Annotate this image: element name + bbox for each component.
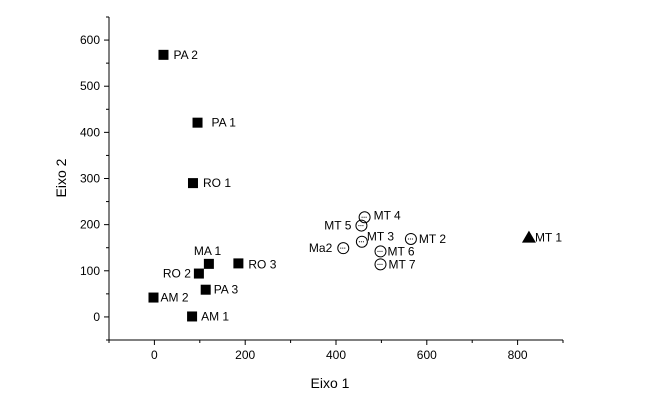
- x-axis-title: Eixo 1: [311, 375, 350, 391]
- square-marker: [193, 268, 204, 279]
- y-tick-label: 400: [80, 125, 100, 139]
- point-label: PA 1: [212, 116, 237, 130]
- point-label: AM 1: [201, 309, 229, 323]
- point-label: MT 1: [535, 231, 562, 245]
- point-label: RO 1: [203, 176, 231, 190]
- circle-marker: [358, 211, 371, 224]
- square-marker: [187, 178, 198, 189]
- square-marker: [203, 258, 214, 269]
- circle-marker: [355, 219, 368, 232]
- square-marker: [233, 258, 244, 269]
- point-label: MT 5: [324, 219, 351, 233]
- point-label: Ma2: [309, 241, 333, 255]
- circle-marker: [355, 235, 368, 248]
- y-axis-title: Eixo 2: [53, 158, 69, 197]
- triangle-marker: [521, 230, 536, 243]
- point-label: RO 3: [248, 257, 276, 271]
- data-points: PA 2 PA 1 RO 1 MA 1 RO 3 RO 2 PA 3 AM 2 AM 1 MT 4…: [148, 48, 562, 323]
- point-label: RO 2: [163, 267, 191, 281]
- circle-marker: [337, 242, 350, 255]
- y-tick-label: 100: [80, 264, 100, 278]
- square-marker: [192, 117, 203, 128]
- y-tick-label: 500: [80, 79, 100, 93]
- x-tick-label: 200: [235, 348, 255, 362]
- point-label: MA 1: [194, 244, 222, 258]
- square-marker: [200, 284, 211, 295]
- y-tick-label: 200: [80, 218, 100, 232]
- axis-ticks: 0 200 400 600 800 0 100 200 300 400 500 600: [80, 16, 564, 362]
- y-tick-label: 300: [80, 172, 100, 186]
- square-marker: [187, 311, 198, 322]
- circle-marker: [374, 245, 387, 258]
- point-label: MT 6: [387, 244, 414, 258]
- square-marker: [158, 49, 169, 60]
- y-tick-label: 600: [80, 33, 100, 47]
- x-tick-label: 600: [417, 348, 437, 362]
- square-marker: [148, 292, 159, 303]
- circle-marker: [374, 258, 387, 271]
- x-tick-label: 0: [151, 348, 158, 362]
- x-tick-label: 400: [326, 348, 346, 362]
- point-label: PA 2: [173, 48, 198, 62]
- point-label: MT 4: [374, 208, 401, 222]
- x-tick-label: 800: [508, 348, 528, 362]
- point-label: MT 2: [419, 232, 446, 246]
- point-label: MT 7: [388, 257, 415, 271]
- point-label: AM 2: [160, 291, 188, 305]
- circle-marker: [404, 232, 417, 245]
- point-label: MT 3: [367, 230, 394, 244]
- point-label: PA 3: [214, 283, 239, 297]
- y-tick-label: 0: [93, 310, 100, 324]
